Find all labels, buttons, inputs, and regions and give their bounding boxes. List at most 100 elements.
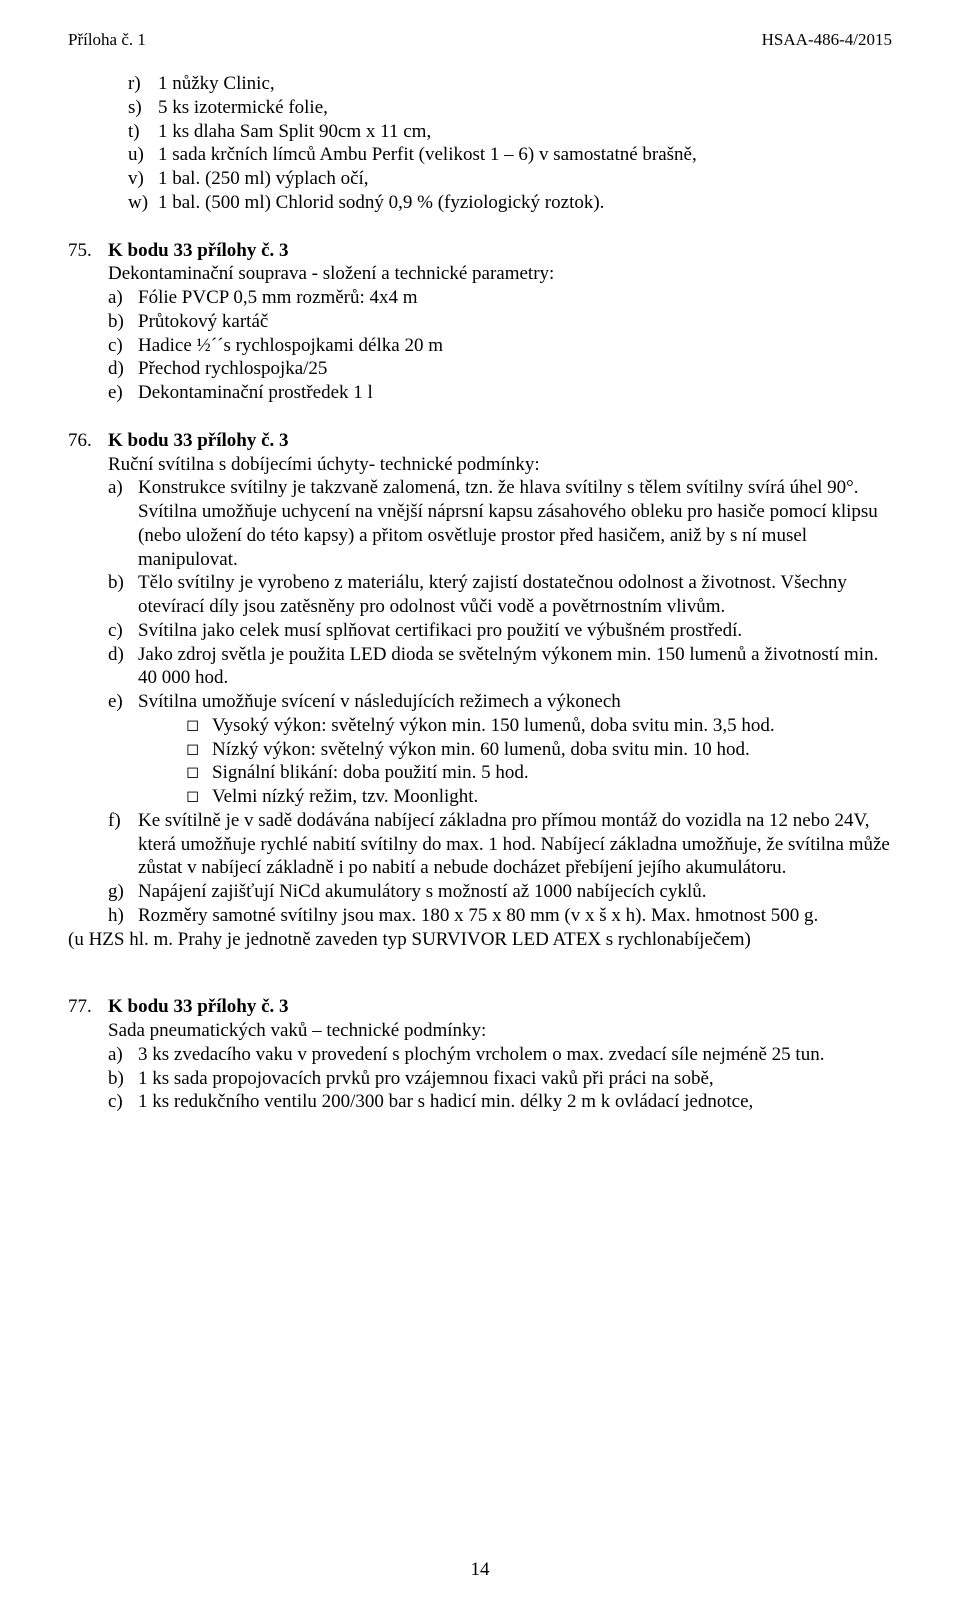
- section-subtitle: Ruční svítilna s dobíjecími úchyty- tech…: [108, 453, 892, 477]
- list-item: a)Konstrukce svítilny je takzvaně zalome…: [108, 476, 892, 571]
- item-text: Signální blikání: doba použití min. 5 ho…: [212, 761, 529, 785]
- marker: g): [108, 880, 138, 904]
- section-75: 75. K bodu 33 přílohy č. 3 Dekontaminačn…: [68, 239, 892, 405]
- section-76-e-sublist: ◻Vysoký výkon: světelný výkon min. 150 l…: [186, 714, 892, 809]
- list-item: v)1 bal. (250 ml) výplach očí,: [128, 167, 892, 191]
- marker: b): [108, 571, 138, 619]
- list-item: b)Průtokový kartáč: [108, 310, 892, 334]
- section-subtitle: Dekontaminační souprava - složení a tech…: [108, 262, 892, 286]
- marker: w): [128, 191, 158, 215]
- list-item: c)Hadice ½´´s rychlospojkami délka 20 m: [108, 334, 892, 358]
- list-item: b)Tělo svítilny je vyrobeno z materiálu,…: [108, 571, 892, 619]
- item-text: 3 ks zvedacího vaku v provedení s plochý…: [138, 1043, 824, 1067]
- sub-item: ◻Vysoký výkon: světelný výkon min. 150 l…: [186, 714, 892, 738]
- section-number: 77.: [68, 995, 108, 1019]
- marker: a): [108, 1043, 138, 1067]
- list-item: d)Přechod rychlospojka/25: [108, 357, 892, 381]
- list-item: e)Dekontaminační prostředek 1 l: [108, 381, 892, 405]
- item-text: Fólie PVCP 0,5 mm rozměrů: 4x4 m: [138, 286, 418, 310]
- marker: h): [108, 904, 138, 928]
- marker: r): [128, 72, 158, 96]
- sub-item: ◻Nízký výkon: světelný výkon min. 60 lum…: [186, 738, 892, 762]
- list-item: d)Jako zdroj světla je použita LED dioda…: [108, 643, 892, 691]
- marker: e): [108, 690, 138, 714]
- item-text: Přechod rychlospojka/25: [138, 357, 327, 381]
- list-item: u)1 sada krčních límců Ambu Perfit (veli…: [128, 143, 892, 167]
- item-text: Rozměry samotné svítilny jsou max. 180 x…: [138, 904, 818, 928]
- square-bullet-icon: ◻: [186, 761, 212, 785]
- item-text: 1 bal. (250 ml) výplach očí,: [158, 167, 369, 191]
- item-text: Konstrukce svítilny je takzvaně zalomená…: [138, 476, 892, 571]
- marker: c): [108, 1090, 138, 1114]
- marker: b): [108, 1067, 138, 1091]
- page-number: 14: [0, 1559, 960, 1581]
- section-76: 76. K bodu 33 přílohy č. 3 Ruční svítiln…: [68, 429, 892, 952]
- marker: u): [128, 143, 158, 167]
- section-subtitle: Sada pneumatických vaků – technické podm…: [108, 1019, 892, 1043]
- pre-list: r)1 nůžky Clinic, s)5 ks izotermické fol…: [128, 72, 892, 215]
- item-text: Dekontaminační prostředek 1 l: [138, 381, 373, 405]
- marker: b): [108, 310, 138, 334]
- square-bullet-icon: ◻: [186, 785, 212, 809]
- list-item: h)Rozměry samotné svítilny jsou max. 180…: [108, 904, 892, 928]
- list-item: b)1 ks sada propojovacích prvků pro vzáj…: [108, 1067, 892, 1091]
- section-76-tail: (u HZS hl. m. Prahy je jednotně zaveden …: [68, 928, 892, 952]
- marker: a): [108, 286, 138, 310]
- item-text: Vysoký výkon: světelný výkon min. 150 lu…: [212, 714, 775, 738]
- section-75-list: a)Fólie PVCP 0,5 mm rozměrů: 4x4 m b)Prů…: [108, 286, 892, 405]
- list-item: f)Ke svítilně je v sadě dodávána nabíjec…: [108, 809, 892, 880]
- section-76-list: a)Konstrukce svítilny je takzvaně zalome…: [108, 476, 892, 927]
- item-text: Svítilna umožňuje svícení v následujícíc…: [138, 690, 621, 714]
- section-heading: K bodu 33 přílohy č. 3: [108, 239, 289, 263]
- list-item: t)1 ks dlaha Sam Split 90cm x 11 cm,: [128, 120, 892, 144]
- list-item: c)Svítilna jako celek musí splňovat cert…: [108, 619, 892, 643]
- sub-item: ◻Signální blikání: doba použití min. 5 h…: [186, 761, 892, 785]
- header-left: Příloha č. 1: [68, 30, 146, 50]
- item-text: Svítilna jako celek musí splňovat certif…: [138, 619, 742, 643]
- page-header: Příloha č. 1 HSAA-486-4/2015: [68, 30, 892, 50]
- item-text: Průtokový kartáč: [138, 310, 268, 334]
- marker: v): [128, 167, 158, 191]
- list-item: r)1 nůžky Clinic,: [128, 72, 892, 96]
- marker: a): [108, 476, 138, 571]
- item-text: 5 ks izotermické folie,: [158, 96, 328, 120]
- item-text: Tělo svítilny je vyrobeno z materiálu, k…: [138, 571, 892, 619]
- section-number: 75.: [68, 239, 108, 263]
- document-page: Příloha č. 1 HSAA-486-4/2015 r)1 nůžky C…: [0, 0, 960, 1599]
- marker: d): [108, 357, 138, 381]
- marker: s): [128, 96, 158, 120]
- item-text: Ke svítilně je v sadě dodávána nabíjecí …: [138, 809, 892, 880]
- marker: f): [108, 809, 138, 880]
- section-77-list: a)3 ks zvedacího vaku v provedení s ploc…: [108, 1043, 892, 1114]
- list-item: w)1 bal. (500 ml) Chlorid sodný 0,9 % (f…: [128, 191, 892, 215]
- body: r)1 nůžky Clinic, s)5 ks izotermické fol…: [68, 72, 892, 1114]
- square-bullet-icon: ◻: [186, 738, 212, 762]
- item-text: Hadice ½´´s rychlospojkami délka 20 m: [138, 334, 443, 358]
- section-heading: K bodu 33 přílohy č. 3: [108, 995, 289, 1019]
- item-text: Napájení zajišťují NiCd akumulátory s mo…: [138, 880, 706, 904]
- section-heading: K bodu 33 přílohy č. 3: [108, 429, 289, 453]
- list-item: g)Napájení zajišťují NiCd akumulátory s …: [108, 880, 892, 904]
- list-item: e)Svítilna umožňuje svícení v následujíc…: [108, 690, 892, 714]
- item-text: 1 ks dlaha Sam Split 90cm x 11 cm,: [158, 120, 431, 144]
- marker: c): [108, 334, 138, 358]
- item-text: 1 bal. (500 ml) Chlorid sodný 0,9 % (fyz…: [158, 191, 604, 215]
- marker: c): [108, 619, 138, 643]
- item-text: Jako zdroj světla je použita LED dioda s…: [138, 643, 892, 691]
- item-text: Nízký výkon: světelný výkon min. 60 lume…: [212, 738, 750, 762]
- list-item: a)3 ks zvedacího vaku v provedení s ploc…: [108, 1043, 892, 1067]
- header-right: HSAA-486-4/2015: [762, 30, 892, 50]
- marker: d): [108, 643, 138, 691]
- list-item: c)1 ks redukčního ventilu 200/300 bar s …: [108, 1090, 892, 1114]
- item-text: 1 ks sada propojovacích prvků pro vzájem…: [138, 1067, 714, 1091]
- item-text: 1 ks redukčního ventilu 200/300 bar s ha…: [138, 1090, 753, 1114]
- list-item: s)5 ks izotermické folie,: [128, 96, 892, 120]
- section-number: 76.: [68, 429, 108, 453]
- square-bullet-icon: ◻: [186, 714, 212, 738]
- section-77: 77. K bodu 33 přílohy č. 3 Sada pneumati…: [68, 995, 892, 1114]
- marker: e): [108, 381, 138, 405]
- sub-item: ◻Velmi nízký režim, tzv. Moonlight.: [186, 785, 892, 809]
- item-text: 1 nůžky Clinic,: [158, 72, 275, 96]
- marker: t): [128, 120, 158, 144]
- list-item: a)Fólie PVCP 0,5 mm rozměrů: 4x4 m: [108, 286, 892, 310]
